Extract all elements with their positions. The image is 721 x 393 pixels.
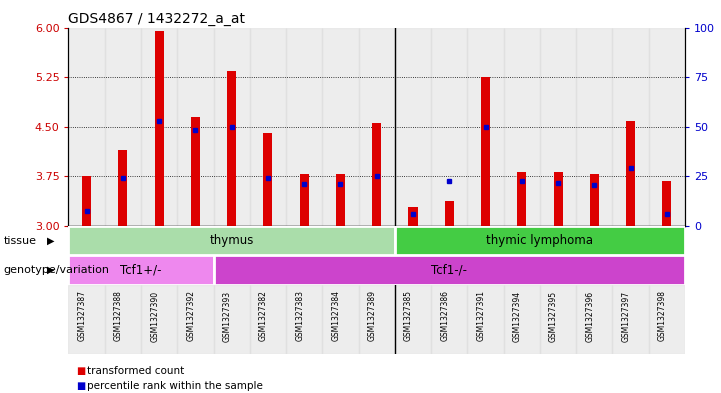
Text: GSM1327388: GSM1327388 [114, 290, 123, 341]
Bar [177, 28, 213, 226]
Bar [322, 28, 358, 226]
Text: thymus: thymus [210, 234, 254, 247]
Text: GDS4867 / 1432272_a_at: GDS4867 / 1432272_a_at [68, 13, 245, 26]
Bar [68, 28, 105, 226]
Bar [82, 176, 91, 226]
Bar [395, 285, 431, 354]
Bar [141, 28, 177, 226]
Text: tissue: tissue [4, 236, 37, 246]
Bar [286, 28, 322, 226]
Bar [576, 28, 612, 226]
Bar [105, 28, 141, 226]
Bar [191, 117, 200, 226]
Bar [612, 285, 649, 354]
Text: ■: ■ [76, 381, 85, 391]
Text: GSM1327383: GSM1327383 [295, 290, 304, 342]
Bar [626, 121, 635, 226]
Bar [467, 285, 504, 354]
Bar [213, 28, 249, 226]
Bar [431, 285, 467, 354]
Text: GSM1327391: GSM1327391 [477, 290, 485, 342]
Text: GSM1327382: GSM1327382 [259, 290, 268, 341]
Bar [649, 28, 685, 226]
Bar [263, 133, 273, 226]
Text: Tcf1-/-: Tcf1-/- [431, 264, 467, 277]
Text: GSM1327396: GSM1327396 [585, 290, 594, 342]
Bar [213, 255, 685, 285]
Text: ▶: ▶ [47, 236, 54, 246]
Bar [590, 174, 599, 226]
Bar [213, 285, 249, 354]
Bar [395, 226, 685, 255]
Bar [467, 28, 504, 226]
Text: GSM1327393: GSM1327393 [223, 290, 231, 342]
Bar [504, 285, 540, 354]
Bar [481, 77, 490, 226]
Text: GSM1327390: GSM1327390 [150, 290, 159, 342]
Bar [286, 285, 322, 354]
Text: GSM1327389: GSM1327389 [368, 290, 376, 342]
Bar [649, 285, 685, 354]
Bar [576, 285, 612, 354]
Bar [372, 123, 381, 226]
Bar [177, 285, 213, 354]
Bar [227, 70, 236, 226]
Bar [517, 172, 526, 226]
Text: GSM1327386: GSM1327386 [441, 290, 449, 342]
Text: GSM1327384: GSM1327384 [332, 290, 340, 342]
Text: percentile rank within the sample: percentile rank within the sample [87, 381, 262, 391]
Text: GSM1327398: GSM1327398 [658, 290, 667, 342]
Bar [68, 226, 395, 255]
Text: genotype/variation: genotype/variation [4, 265, 110, 275]
Text: GSM1327385: GSM1327385 [404, 290, 413, 342]
Bar [554, 172, 562, 226]
Bar [154, 31, 164, 226]
Bar [504, 28, 540, 226]
Bar [540, 28, 576, 226]
Text: transformed count: transformed count [87, 366, 184, 376]
Text: ▶: ▶ [47, 265, 54, 275]
Text: GSM1327387: GSM1327387 [78, 290, 87, 342]
Bar [445, 201, 454, 226]
Bar [249, 28, 286, 226]
Bar [68, 285, 105, 354]
Bar [663, 181, 671, 226]
Bar [118, 150, 128, 226]
Bar [395, 28, 431, 226]
Bar [68, 255, 213, 285]
Text: thymic lymphoma: thymic lymphoma [487, 234, 593, 247]
Bar [540, 285, 576, 354]
Text: Tcf1+/-: Tcf1+/- [120, 264, 162, 277]
Text: GSM1327397: GSM1327397 [622, 290, 631, 342]
Bar [249, 285, 286, 354]
Bar [141, 285, 177, 354]
Bar [358, 28, 395, 226]
Bar [336, 174, 345, 226]
Text: GSM1327395: GSM1327395 [549, 290, 558, 342]
Bar [105, 285, 141, 354]
Bar [431, 28, 467, 226]
Text: GSM1327392: GSM1327392 [187, 290, 195, 342]
Text: GSM1327394: GSM1327394 [513, 290, 522, 342]
Bar [300, 174, 309, 226]
Bar [358, 285, 395, 354]
Text: ■: ■ [76, 366, 85, 376]
Bar [612, 28, 649, 226]
Bar [409, 208, 417, 226]
Bar [322, 285, 358, 354]
